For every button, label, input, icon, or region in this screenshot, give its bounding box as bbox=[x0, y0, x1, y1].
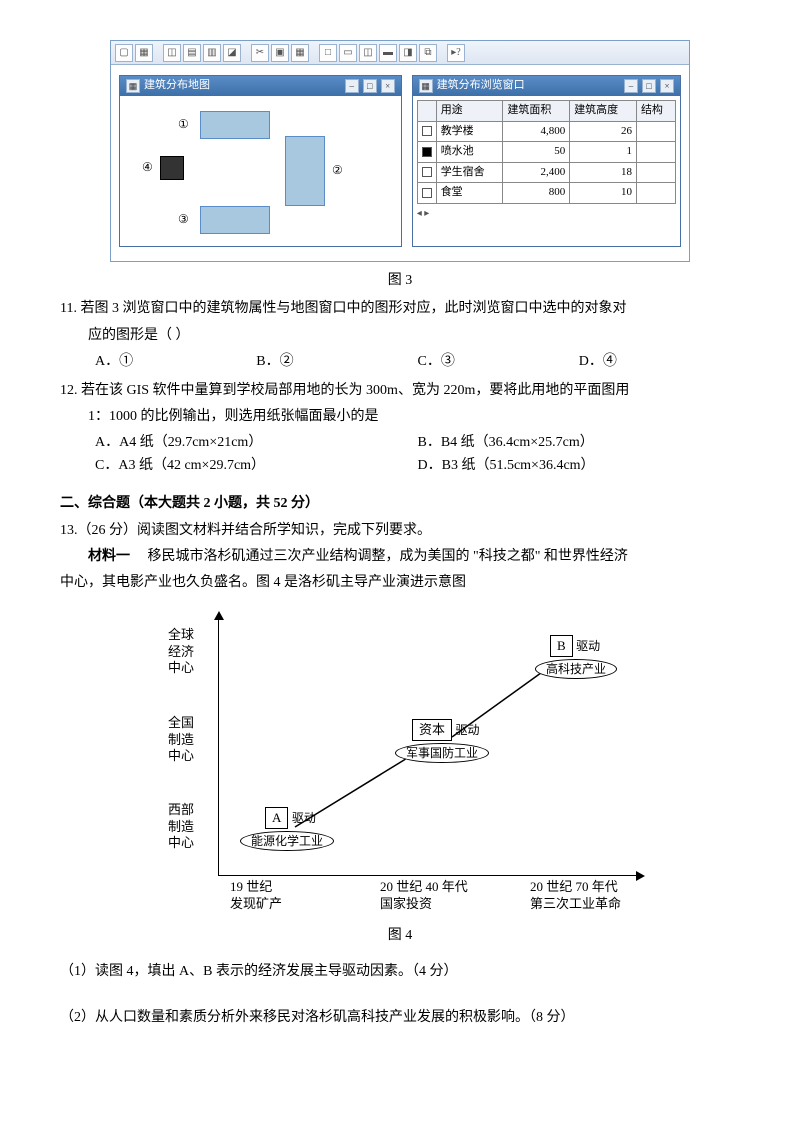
section2-heading: 二、综合题（本大题共 2 小题，共 52 分） bbox=[60, 493, 740, 515]
shape-label-3: ③ bbox=[178, 210, 189, 229]
node-b-oval: 高科技产业 bbox=[535, 659, 617, 681]
max-btn[interactable]: □ bbox=[642, 79, 656, 93]
xlabel-1: 19 世纪 发现矿产 bbox=[230, 879, 282, 913]
ylabel-bot: 西部 制造 中心 bbox=[168, 802, 238, 853]
tb-btn[interactable]: ▢ bbox=[115, 44, 133, 62]
q13-sub2: （2）从人口数量和素质分析外来移民对洛杉矶高科技产业发展的积极影响。（8 分） bbox=[60, 1007, 740, 1029]
tb-btn[interactable]: □ bbox=[319, 44, 337, 62]
q11-choices: A．① B．② C．③ D．④ bbox=[60, 351, 740, 373]
workspace: ▦ 建筑分布地图 – □ × ① ② ③ ④ ▦ 建筑分布浏览窗 bbox=[111, 65, 689, 261]
tb-btn[interactable]: ⧉ bbox=[419, 44, 437, 62]
table-header: 用途 建筑面积 建筑高度 结构 bbox=[417, 101, 675, 122]
node-a-oval: 能源化学工业 bbox=[240, 831, 334, 853]
q12-choices: A．A4 纸（29.7cm×21cm） B．B4 纸（36.4cm×25.7cm… bbox=[60, 432, 740, 477]
tb-btn[interactable]: ◪ bbox=[223, 44, 241, 62]
ylabel-mid: 全国 制造 中心 bbox=[168, 715, 238, 766]
q13-sub1: （1）读图 4，填出 A、B 表示的经济发展主导驱动因素。（4 分） bbox=[60, 961, 740, 983]
col-struct: 结构 bbox=[636, 101, 675, 122]
col-use: 用途 bbox=[436, 101, 503, 122]
min-btn[interactable]: – bbox=[345, 79, 359, 93]
shape-label-1: ① bbox=[178, 115, 189, 134]
table-row[interactable]: 喷水池 50 1 bbox=[417, 142, 675, 163]
close-btn[interactable]: × bbox=[660, 79, 674, 93]
tb-btn[interactable]: ◫ bbox=[163, 44, 181, 62]
q11-stem-b: 应的图形是（ ） bbox=[60, 325, 740, 347]
q12-opt-d: D．B3 纸（51.5cm×36.4cm） bbox=[418, 455, 741, 477]
shape-label-2: ② bbox=[332, 161, 343, 180]
tb-btn[interactable]: ▦ bbox=[135, 44, 153, 62]
q12-opt-a: A．A4 纸（29.7cm×21cm） bbox=[95, 432, 418, 454]
q12-opt-b: B．B4 纸（36.4cm×25.7cm） bbox=[418, 432, 741, 454]
min-btn[interactable]: – bbox=[624, 79, 638, 93]
tb-btn[interactable]: ✂ bbox=[251, 44, 269, 62]
xlabel-2: 20 世纪 40 年代 国家投资 bbox=[380, 879, 468, 913]
tb-help[interactable]: ▸? bbox=[447, 44, 465, 62]
col-height: 建筑高度 bbox=[570, 101, 637, 122]
col-area: 建筑面积 bbox=[503, 101, 570, 122]
tb-btn[interactable]: ▣ bbox=[271, 44, 289, 62]
xlabel-3: 20 世纪 70 年代 第三次工业革命 bbox=[530, 879, 621, 913]
material-label: 材料一 bbox=[60, 549, 130, 564]
shape-label-4: ④ bbox=[142, 158, 153, 177]
table-row[interactable]: 学生宿舍 2,400 18 bbox=[417, 162, 675, 183]
shape-3 bbox=[200, 206, 270, 234]
tb-btn[interactable]: ▭ bbox=[339, 44, 357, 62]
tb-btn[interactable]: ▤ bbox=[183, 44, 201, 62]
sys-icon: ▦ bbox=[126, 79, 140, 93]
figure4-caption: 图 4 bbox=[140, 925, 660, 947]
table-row[interactable]: 食堂 800 10 bbox=[417, 183, 675, 204]
tb-btn[interactable]: ▬ bbox=[379, 44, 397, 62]
node-mid-box: 资本 驱动 bbox=[412, 719, 480, 742]
max-btn[interactable]: □ bbox=[363, 79, 377, 93]
tb-btn[interactable]: ▦ bbox=[291, 44, 309, 62]
figure4: 全球 经济 中心 全国 制造 中心 西部 制造 中心 A 驱动 能源化学工业 资… bbox=[140, 607, 660, 947]
browse-window-title: 建筑分布浏览窗口 bbox=[437, 77, 525, 95]
browse-window: ▦ 建筑分布浏览窗口 – □ × 用途 建筑面积 建筑高度 结构 bbox=[412, 75, 681, 247]
shape-2 bbox=[285, 136, 325, 206]
node-mid-oval: 军事国防工业 bbox=[395, 743, 489, 765]
gis-app-window: ▢ ▦ ◫ ▤ ▥ ◪ ✂ ▣ ▦ □ ▭ ◫ ▬ ◨ ⧉ ▸? ▦ 建筑分布地… bbox=[110, 40, 690, 262]
browse-window-titlebar: ▦ 建筑分布浏览窗口 – □ × bbox=[413, 76, 680, 96]
q12-stem-b: 1：1000 的比例输出，则选用纸张幅面最小的是 bbox=[60, 406, 740, 428]
tb-btn[interactable]: ◨ bbox=[399, 44, 417, 62]
map-canvas: ① ② ③ ④ bbox=[120, 96, 401, 246]
close-btn[interactable]: × bbox=[381, 79, 395, 93]
material-text-b: 中心，其电影产业也久负盛名。图 4 是洛杉矶主导产业演进示意图 bbox=[60, 572, 740, 594]
table-row[interactable]: 教学楼 4,800 26 bbox=[417, 121, 675, 142]
map-window-title: 建筑分布地图 bbox=[144, 77, 210, 95]
material-text-a: 移民城市洛杉矶通过三次产业结构调整，成为美国的 "科技之都" 和世界性经济 bbox=[134, 549, 628, 564]
map-window-titlebar: ▦ 建筑分布地图 – □ × bbox=[120, 76, 401, 96]
ylabel-top: 全球 经济 中心 bbox=[168, 627, 238, 678]
q12-opt-c: C．A3 纸（42 cm×29.7cm） bbox=[95, 455, 418, 477]
node-b-box: B 驱动 bbox=[550, 635, 600, 658]
q13-line1: 13.（26 分）阅读图文材料并结合所学知识，完成下列要求。 bbox=[60, 520, 740, 542]
q11-opt-a: A．① bbox=[95, 351, 256, 373]
figure3-caption: 图 3 bbox=[60, 270, 740, 292]
q11-opt-d: D．④ bbox=[579, 351, 740, 373]
q11-opt-b: B．② bbox=[256, 351, 417, 373]
attribute-table: 用途 建筑面积 建筑高度 结构 教学楼 4,800 26 喷水池 bbox=[413, 96, 680, 226]
q11-stem-a: 11. 若图 3 浏览窗口中的建筑物属性与地图窗口中的图形对应，此时浏览窗口中选… bbox=[60, 298, 740, 320]
q13-material: 材料一 移民城市洛杉矶通过三次产业结构调整，成为美国的 "科技之都" 和世界性经… bbox=[60, 546, 740, 568]
tb-btn[interactable]: ◫ bbox=[359, 44, 377, 62]
shape-1 bbox=[200, 111, 270, 139]
node-a-box: A 驱动 bbox=[265, 807, 316, 830]
shape-4 bbox=[160, 156, 184, 180]
q12-stem-a: 12. 若在该 GIS 软件中量算到学校局部用地的长为 300m、宽为 220m… bbox=[60, 380, 740, 402]
map-window: ▦ 建筑分布地图 – □ × ① ② ③ ④ bbox=[119, 75, 402, 247]
sys-icon: ▦ bbox=[419, 79, 433, 93]
q11-opt-c: C．③ bbox=[418, 351, 579, 373]
toolbar: ▢ ▦ ◫ ▤ ▥ ◪ ✂ ▣ ▦ □ ▭ ◫ ▬ ◨ ⧉ ▸? bbox=[111, 41, 689, 65]
tb-btn[interactable]: ▥ bbox=[203, 44, 221, 62]
